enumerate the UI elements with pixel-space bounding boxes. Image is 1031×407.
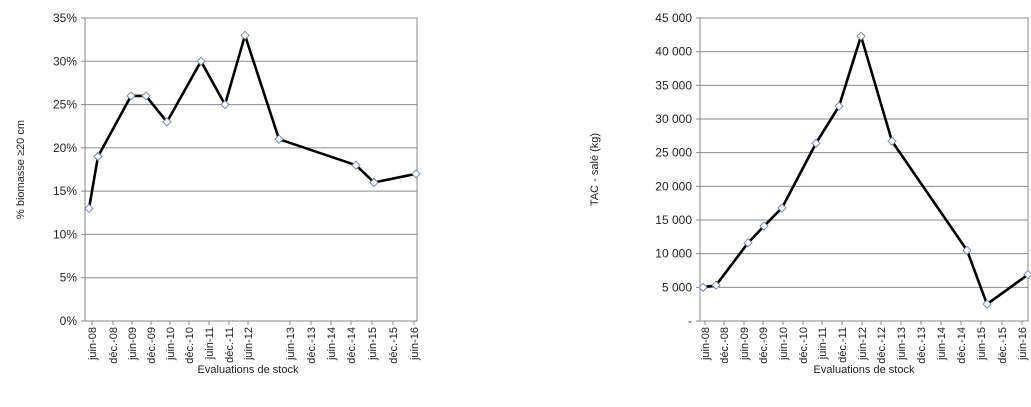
data-point: [698, 282, 708, 293]
x-axis-title: Evaluations de stock: [198, 364, 299, 376]
y-tick-label: 20 000: [655, 179, 692, 193]
x-tick-label: déc.-13: [916, 327, 928, 364]
x-tick-label: déc.-08: [719, 327, 731, 364]
data-point: [982, 299, 992, 309]
x-tick-label: juin-11: [817, 327, 829, 360]
chart-biomass: 0% 5% 10% 15% 20% 25% 30% 35% juin-08 déc.-08 juin…: [15, 11, 421, 376]
x-tick-label: juin-16: [409, 327, 421, 361]
y-tick-label: 40 000: [655, 45, 692, 59]
x-tick-label: juin-09: [739, 327, 751, 361]
x-tick-label: juin-08: [87, 327, 99, 361]
x-tick-label: juin-12: [243, 327, 255, 361]
data-point: [93, 151, 103, 162]
x-tick-label: juin-12: [857, 327, 869, 361]
data-point: [126, 91, 136, 101]
x-tick-label: déc.-15: [388, 327, 400, 364]
x-tick-label: déc.-12: [876, 327, 888, 364]
data-point: [759, 221, 769, 231]
data-point: [887, 136, 897, 146]
data-point: [162, 117, 172, 127]
plot-area: [84, 17, 418, 322]
data-point: [141, 91, 151, 101]
data-point: [711, 280, 721, 291]
series-line: [87, 34, 417, 209]
x-tick-label: juin-14: [936, 327, 948, 361]
x-tick-label: juin-16: [1017, 327, 1029, 361]
y-tick-label: 30 000: [655, 112, 692, 126]
x-tick-label: déc.-11: [224, 327, 236, 363]
x-tick-label: juin-08: [700, 327, 712, 361]
y-tick-label: 15 000: [655, 213, 692, 227]
x-tick-label: déc.-10: [184, 327, 196, 364]
data-point: [220, 99, 230, 110]
data-point: [834, 101, 844, 111]
y-axis-title: % biomasse ≥20 cm: [15, 120, 27, 219]
data-point: [856, 31, 866, 41]
data-point: [196, 56, 206, 66]
y-tick-label: 25 000: [655, 146, 692, 160]
x-tick-label: déc.-11: [837, 327, 849, 363]
data-point: [811, 138, 821, 148]
data-point: [411, 169, 421, 179]
y-tick-label: 15%: [53, 184, 77, 198]
data-point: [240, 30, 250, 41]
x-tick-label: déc.-13: [306, 327, 318, 364]
x-tick-label: juin-13: [285, 327, 297, 361]
x-tick-label: juin-09: [127, 327, 139, 361]
x-tick-label: juin-15: [976, 327, 988, 361]
series-line: [702, 34, 1029, 306]
y-tick-label: 35 000: [655, 78, 692, 92]
y-tick-label: 30%: [53, 54, 77, 68]
x-tick-label: déc.-14: [956, 327, 968, 364]
x-tick-label: juin-10: [778, 327, 790, 361]
x-tick-label: juin-15: [367, 327, 379, 361]
x-tick-label: juin-10: [165, 327, 177, 361]
data-point: [369, 177, 379, 188]
y-tick-label: 45 000: [655, 11, 692, 25]
data-point: [274, 134, 284, 144]
data-point: [351, 160, 361, 170]
y-tick-label: 25%: [53, 98, 77, 112]
x-tick-label: juin-13: [896, 327, 908, 361]
x-tick-label: déc.-10: [798, 327, 810, 364]
chart-tac: - 5 000 10 000 15 000 20 000 25 000 30 000 35 0…: [589, 11, 1031, 376]
x-tick-label: juin-14: [326, 327, 338, 361]
data-point: [84, 203, 94, 214]
plot-area: [699, 17, 1029, 322]
x-tick-label: déc.-09: [146, 327, 158, 364]
y-tick-label: 10%: [53, 227, 77, 241]
y-tick-label: 10 000: [655, 247, 692, 261]
y-tick-label: 20%: [53, 141, 77, 155]
y-tick-label: 5%: [60, 271, 78, 285]
x-tick-label: déc.-14: [346, 327, 358, 364]
x-tick-label: déc.-15: [997, 327, 1009, 364]
x-tick-label: déc.-09: [758, 327, 770, 364]
data-point: [962, 245, 972, 256]
x-tick-label: juin-11: [204, 327, 216, 360]
x-tick-label: déc.-08: [108, 327, 120, 364]
data-point: [743, 238, 753, 248]
y-tick-label: 5 000: [662, 280, 692, 294]
y-tick-label: -: [688, 314, 692, 328]
y-axis-title: TAC - salé (kg): [589, 133, 601, 206]
y-tick-label: 35%: [53, 11, 77, 25]
y-tick-label: 0%: [60, 314, 78, 328]
data-point: [777, 203, 787, 213]
x-axis-title: Evaluations de stock: [814, 364, 915, 376]
